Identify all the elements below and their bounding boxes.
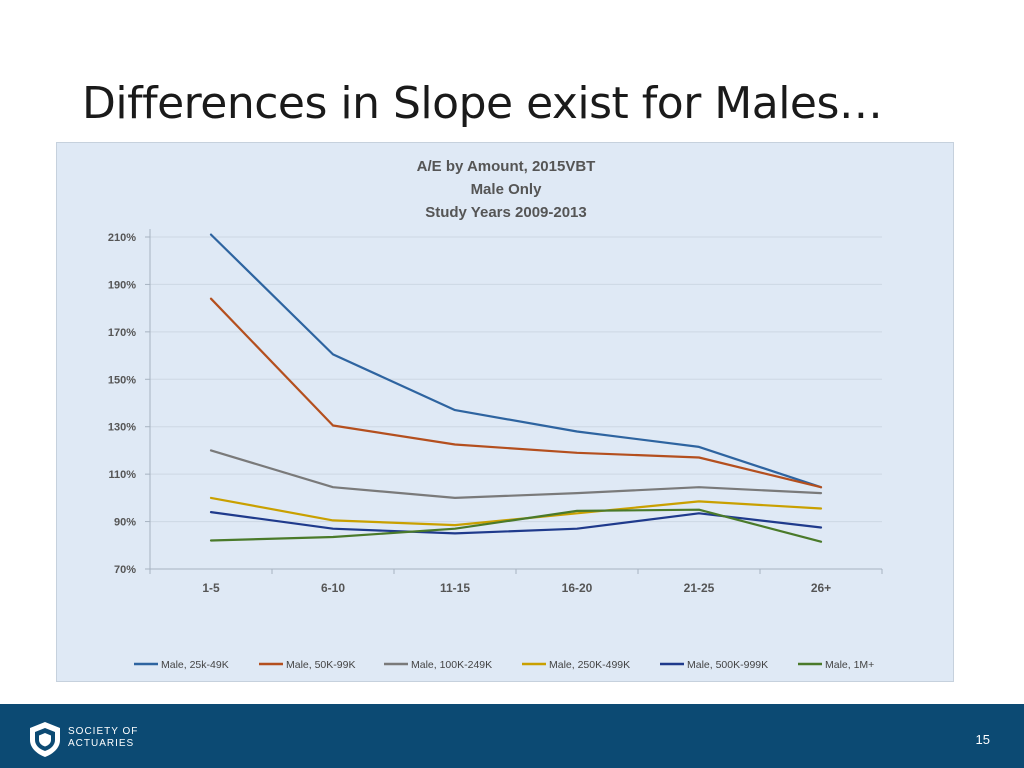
series-line [209, 508, 823, 543]
organization-name: SOCIETY OF ACTUARIES [68, 726, 138, 750]
series-line [209, 449, 823, 499]
x-tick-label: 21-25 [684, 581, 715, 595]
page-number: 15 [975, 732, 990, 747]
chart-panel: A/E by Amount, 2015VBT Male Only Study Yea… [56, 142, 954, 682]
line-chart: A/E by Amount, 2015VBT Male Only Study Yea… [108, 158, 883, 671]
x-tick-label: 6-10 [321, 581, 345, 595]
org-name-line2: ACTUARIES [68, 738, 135, 749]
x-tick-label: 16-20 [562, 581, 593, 595]
y-tick-label: 130% [108, 422, 136, 434]
y-tick-label: 190% [108, 279, 136, 291]
y-tick-label: 70% [114, 564, 136, 576]
soa-shield-icon [30, 722, 60, 757]
series-line [209, 297, 823, 489]
legend-label: Male, 50K-99K [286, 659, 355, 671]
x-tick-label: 11-15 [440, 581, 470, 595]
chart-legend: Male, 25k-49K Male, 50K-99K Male, 100K-249… [134, 659, 874, 671]
x-tick-label: 26+ [811, 581, 831, 595]
chart-series [209, 233, 823, 543]
legend-label: Male, 1M+ [825, 659, 874, 671]
legend-label: Male, 100K-249K [411, 659, 492, 671]
chart-axes: 70% 90% 110% 130% 150% 170% 190% 210% 1-5 6-10 11-… [108, 229, 883, 595]
y-tick-label: 210% [108, 232, 136, 244]
series-line [209, 496, 823, 527]
chart-title-line: A/E by Amount, 2015VBT [417, 158, 596, 175]
y-tick-label: 110% [108, 469, 136, 481]
y-tick-label: 170% [108, 327, 136, 339]
legend-label: Male, 25k-49K [161, 659, 229, 671]
chart-title-line: Male Only [471, 181, 543, 198]
org-name-line1: SOCIETY OF [68, 726, 139, 737]
footer-bar: SOCIETY OF ACTUARIES 15 [0, 704, 1024, 768]
chart-title-line: Study Years 2009-2013 [425, 204, 587, 221]
y-tick-label: 90% [114, 517, 136, 529]
slide-title: Differences in Slope exist for Males… [82, 78, 883, 129]
y-tick-label: 150% [108, 374, 136, 386]
chart-grid [150, 236, 882, 523]
chart-title: A/E by Amount, 2015VBT Male Only Study Yea… [417, 158, 596, 221]
legend-label: Male, 500K-999K [687, 659, 768, 671]
x-tick-label: 1-5 [202, 581, 220, 595]
series-line [209, 233, 823, 489]
legend-label: Male, 250K-499K [549, 659, 630, 671]
